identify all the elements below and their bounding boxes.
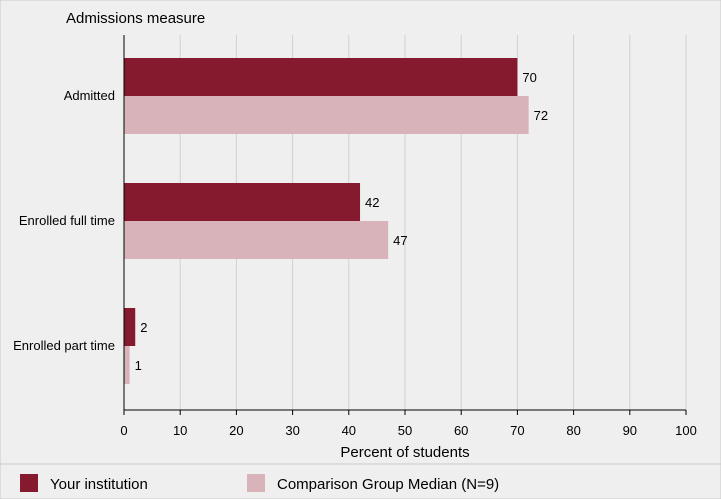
bar-value-label: 72 bbox=[534, 108, 548, 123]
x-tick-label: 90 bbox=[623, 423, 637, 438]
category-labels: Admitted Enrolled full time Enrolled part … bbox=[13, 88, 115, 353]
x-tick-label: 20 bbox=[229, 423, 243, 438]
x-tick-label: 100 bbox=[675, 423, 697, 438]
bar bbox=[124, 96, 529, 134]
legend: Your institution Comparison Group Median … bbox=[20, 474, 499, 493]
legend-swatch bbox=[247, 474, 265, 492]
bar bbox=[124, 58, 518, 96]
x-tick-label: 70 bbox=[510, 423, 524, 438]
x-axis-label: Percent of students bbox=[340, 444, 469, 461]
bar-value-label: 47 bbox=[393, 233, 407, 248]
x-tick-label: 30 bbox=[285, 423, 299, 438]
category-label: Enrolled part time bbox=[13, 338, 115, 353]
bar bbox=[124, 221, 389, 259]
x-tick-label: 80 bbox=[566, 423, 580, 438]
x-tick-label: 50 bbox=[398, 423, 412, 438]
bar bbox=[124, 308, 136, 346]
bar-value-label: 2 bbox=[140, 320, 147, 335]
legend-label: Comparison Group Median (N=9) bbox=[277, 476, 499, 493]
category-label: Admitted bbox=[64, 88, 115, 103]
bars: 70 72 42 47 2 1 bbox=[124, 58, 548, 384]
bar-value-label: 70 bbox=[522, 70, 536, 85]
chart-title: Admissions measure bbox=[66, 10, 205, 27]
legend-label: Your institution bbox=[50, 476, 148, 493]
category-label: Enrolled full time bbox=[19, 213, 115, 228]
bar bbox=[124, 183, 361, 221]
x-tick-label: 60 bbox=[454, 423, 468, 438]
x-tick-label: 40 bbox=[342, 423, 356, 438]
bar-value-label: 1 bbox=[135, 358, 142, 373]
x-tick-label: 10 bbox=[173, 423, 187, 438]
x-tick-label: 0 bbox=[120, 423, 127, 438]
bar bbox=[124, 346, 130, 384]
bar-value-label: 42 bbox=[365, 195, 379, 210]
legend-swatch bbox=[20, 474, 38, 492]
x-axis-ticks: 0 10 20 30 40 50 60 70 80 90 100 bbox=[120, 410, 697, 438]
